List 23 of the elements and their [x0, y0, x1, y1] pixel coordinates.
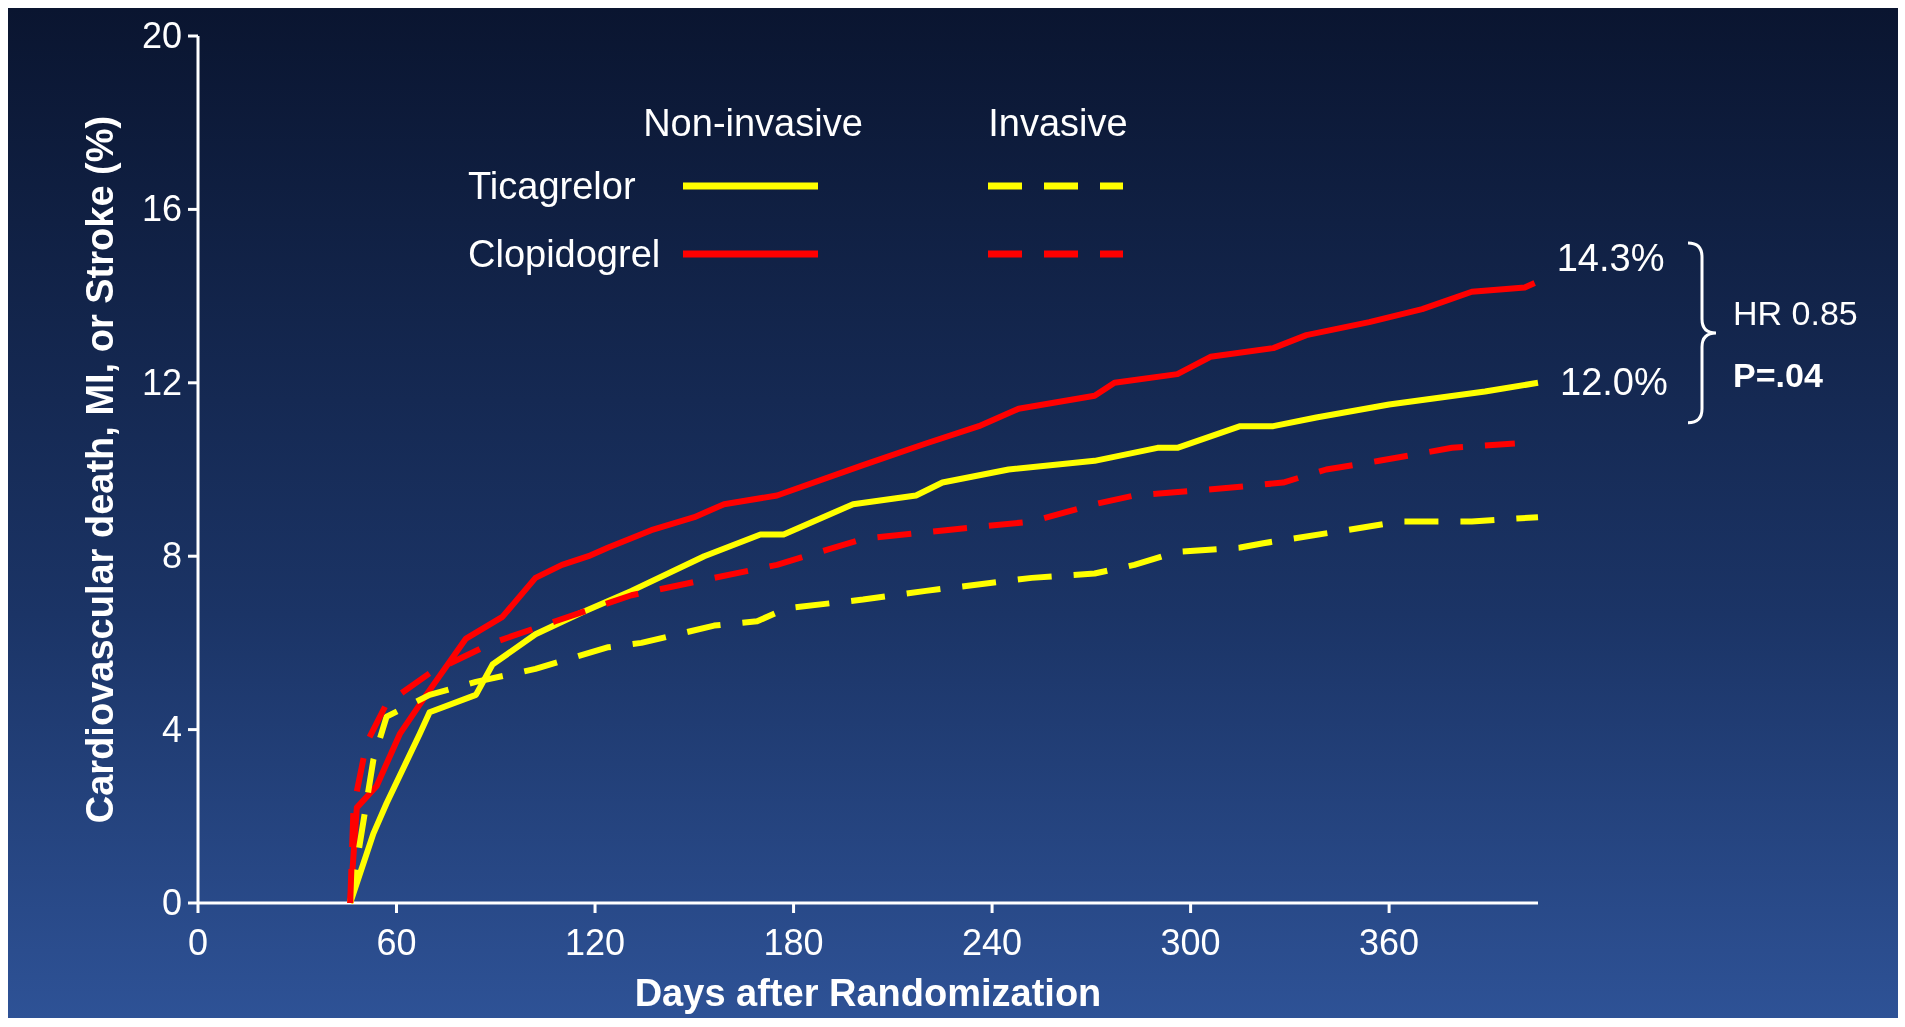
legend-label: Clopidogrel: [468, 233, 661, 275]
annotation: 12.0%: [1560, 360, 1668, 403]
y-tick-label: 12: [141, 361, 182, 403]
legend-label: Ticagrelor: [468, 165, 636, 207]
x-tick-label: 0: [187, 922, 209, 963]
y-tick-label: 8: [161, 535, 182, 577]
annotation: 14.3%: [1556, 237, 1665, 280]
text: HR 0.85: [1733, 293, 1858, 332]
y-tick-label: 4: [161, 708, 182, 750]
x-tick-label: 360: [1359, 922, 1420, 963]
annotation: Invasive: [988, 102, 1128, 144]
x-tick-label: 180: [763, 922, 824, 963]
x-tick-label: 240: [962, 922, 1023, 963]
y-tick-label: 0: [161, 882, 182, 923]
x-tick-label: 60: [376, 922, 417, 963]
text: P=.04: [1733, 355, 1823, 394]
y-tick-label: 16: [141, 188, 182, 230]
annotation: Non-invasive: [643, 102, 863, 144]
x-axis-title: Days after Randomization: [634, 972, 1102, 1014]
x-tick-label: 300: [1160, 922, 1221, 963]
y-tick-label: 20: [141, 15, 182, 56]
y-axis-title: Cardiovascular death, MI, or Stroke (%): [79, 115, 121, 824]
x-tick-label: 120: [565, 922, 626, 963]
